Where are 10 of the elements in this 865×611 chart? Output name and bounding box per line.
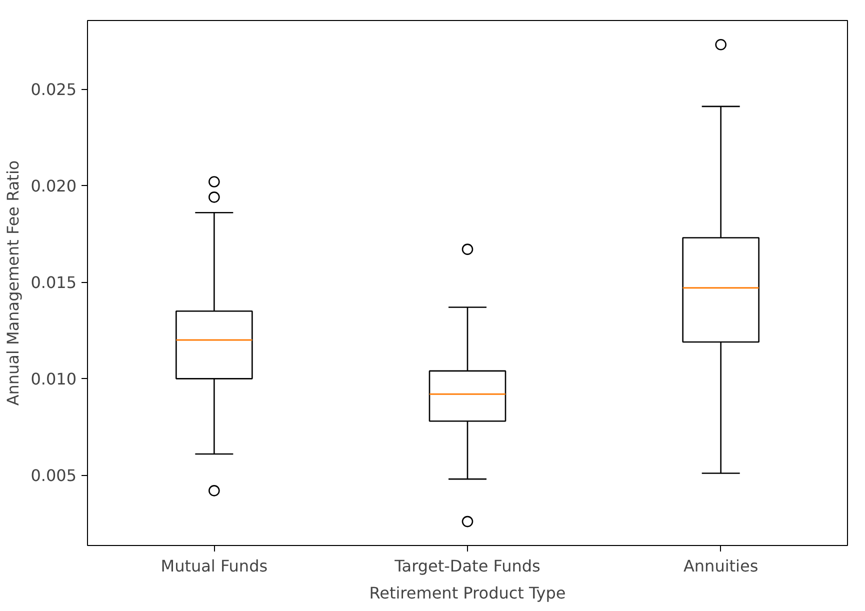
y-tick-label: 0.020	[30, 176, 77, 196]
x-axis-title: Retirement Product Type	[369, 584, 566, 602]
y-tick-label: 0.010	[30, 370, 77, 389]
y-tick-label: 0.015	[30, 273, 77, 292]
y-axis-title: Annual Management Fee Ratio	[4, 160, 23, 406]
y-tick-label: 0.025	[30, 80, 77, 100]
y-tick-label: 0.005	[30, 466, 77, 486]
x-tick-label: Mutual Funds	[160, 556, 268, 576]
x-tick-label: Target-Date Funds	[394, 556, 540, 576]
x-tick-label: Annuities	[683, 556, 758, 576]
